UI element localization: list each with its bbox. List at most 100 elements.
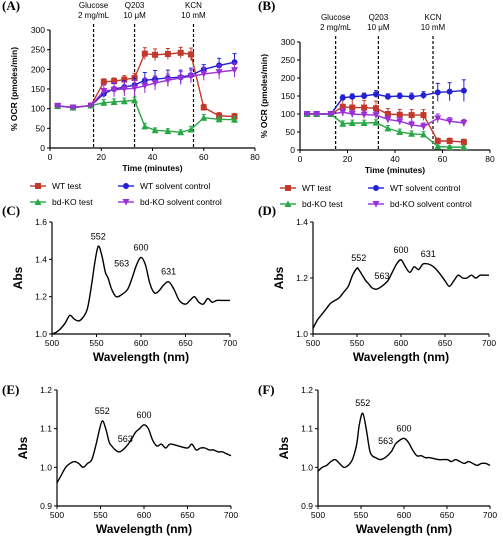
data-point [200,71,208,78]
x-tick-label: 700 [223,338,237,348]
data-point [446,143,454,151]
panel-label: (B) [258,0,275,13]
panel-label: (F) [258,382,275,397]
x-axis-title: Wavelength (nm) [356,522,452,536]
data-point [121,76,128,83]
x-tick-label: 20 [97,152,107,162]
data-point [372,119,380,126]
injection-dose: 10 mM [181,11,206,20]
injection-label: KCN [425,13,442,22]
data-point [396,111,403,118]
injection-dose: 2 mg/mL [78,11,110,20]
data-point [313,111,321,118]
data-point [460,120,468,127]
data-point [361,104,368,111]
y-tick-label: 100 [31,104,45,114]
data-point [339,120,347,127]
data-point [372,112,380,119]
data-point [151,126,159,134]
y-tick-label: 300 [281,37,295,47]
y-tick-label: 0 [40,143,45,153]
legend-label: WT solvent control [390,183,460,193]
data-point [339,109,347,116]
y-axis-title: Abs [277,436,291,459]
data-point [348,111,356,118]
chart-panel-e: (E) 500 550 600 650 700 0.9 1.0 1.1 1.2 Wavelength… [2,382,238,536]
data-point [373,105,379,112]
peak-label: 563 [114,259,129,269]
data-point [164,127,172,135]
y-tick-label: 1.0 [40,462,52,472]
peak-label: 552 [95,406,110,416]
legend-marker [372,201,380,208]
y-axis-title: % OCR (pmoles/min) [9,47,19,131]
y-tick-label: 1.2 [40,385,52,395]
data-point [69,104,77,111]
x-tick-label: 0 [48,152,53,162]
data-point [110,98,118,105]
injection-dose: 10 mM [421,23,446,32]
legend: WT test WT solvent control bd-KO test bd-KO… [280,183,472,209]
data-point [349,93,356,100]
data-point [408,93,415,100]
x-tick-label: 60 [199,152,209,162]
data-point [339,94,346,101]
data-point [373,91,379,98]
x-axis-title: Wavelength (nm) [96,522,192,536]
peak-label: 563 [378,436,393,446]
data-point [187,73,195,80]
y-tick-label: 1.2 [296,273,308,283]
chart-panel-a: (A) 0 20 40 60 80 0 50 100 150 200 250 300 Time (minu… [2,0,260,207]
y-tick-label: 150 [281,91,295,101]
injection-dose: 10 μM [123,11,146,20]
x-tick-label: 600 [137,510,151,520]
y-tick-label: 1.0 [35,329,47,339]
y-axis-title: % OCR (pmoles/min) [259,54,269,138]
data-point [360,111,368,119]
x-tick-label: 550 [354,510,368,520]
y-tick-label: 1.0 [301,462,313,472]
data-point [87,102,95,110]
injection-label: Q203 [369,13,389,22]
data-point [164,50,171,57]
data-point [131,96,139,104]
x-axis-title: Time (minutes) [122,163,182,173]
legend-marker [373,185,379,191]
y-tick-label: 200 [31,64,45,74]
x-axis-title: Wavelength (nm) [93,350,189,364]
legend: WT test WT solvent control bd-KO test bd-KO… [30,181,222,207]
x-tick-label: 650 [180,510,194,520]
chart-panel-d: (D) 500 550 600 650 700 1.0 1.2 1.4 Wavelength (n… [258,203,496,364]
data-point [446,118,454,125]
x-tick-label: 650 [438,338,452,348]
data-point [408,112,415,119]
y-tick-label: 0 [290,145,295,155]
data-point [396,118,404,125]
chart-panel-b: (B) 0 20 40 60 80 0 50 100 150 200 250 300 Time (minu… [258,0,495,209]
data-point [120,86,128,93]
y-tick-label: 50 [286,127,296,137]
data-point [141,50,148,57]
data-point [120,97,128,105]
legend-label: bd-KO test [302,199,343,209]
injection-dose: 10 μM [367,23,390,32]
peak-label: 600 [393,245,408,255]
y-tick-label: 50 [36,123,46,133]
data-point [327,111,335,118]
data-point [420,92,427,99]
y-tick-label: 1.2 [35,292,47,302]
y-tick-label: 100 [281,109,295,119]
injection-dose: 2 mg/mL [320,23,352,32]
data-point [460,143,468,151]
x-tick-label: 0 [298,154,303,164]
series-bd-ko-test [54,96,238,136]
y-axis-title: Abs [272,266,286,289]
y-tick-label: 1.1 [301,424,313,434]
spectrum-line [312,259,489,329]
data-point [231,116,238,123]
data-point [303,111,311,118]
data-point [151,80,159,87]
series-bd-ko-test [303,110,468,151]
data-point [100,99,108,106]
y-tick-label: 250 [31,45,45,55]
